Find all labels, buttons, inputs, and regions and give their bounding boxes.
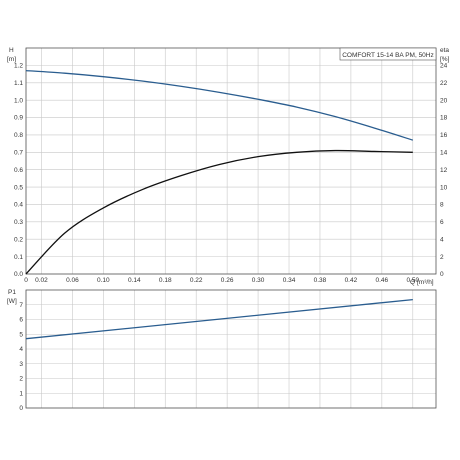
top-plot-frame <box>25 47 437 275</box>
top-y-tick-label: 0.2 <box>14 236 23 243</box>
right-y-tick-label: 22 <box>440 80 448 87</box>
x-tick-label: 0.10 <box>97 277 110 284</box>
right-y-tick-label: 6 <box>440 219 444 226</box>
x-axis-unit: [m³/h] <box>417 279 434 286</box>
chart-title: COMFORT 15-14 BA PM, 50Hz <box>342 52 434 59</box>
top-y-tick-label: 0.1 <box>14 254 23 261</box>
top-plot-grid <box>25 48 436 275</box>
bottom-plot-series <box>25 298 413 340</box>
top-y-axis-unit: [m] <box>7 56 16 63</box>
x-axis-label: Q <box>410 279 415 286</box>
right-y-tick-label: 12 <box>440 167 448 174</box>
right-y-axis-label: eta <box>440 47 449 54</box>
chart-title-box: COMFORT 15-14 BA PM, 50Hz <box>339 47 437 61</box>
x-tick-label: 0.26 <box>221 277 234 284</box>
right-y-tick-label: 14 <box>440 150 448 157</box>
bottom-plot-frame <box>25 289 437 409</box>
top-y-tick-label: 0.8 <box>14 132 23 139</box>
x-tick-label: 0.22 <box>190 277 203 284</box>
x-tick-label: 0.18 <box>159 277 172 284</box>
bottom-y-tick-label: 2 <box>19 376 23 383</box>
top-y-tick-label: 0.4 <box>14 202 23 209</box>
x-tick-label: 0.46 <box>376 277 389 284</box>
right-y-axis-unit: [%] <box>440 56 450 63</box>
power-curve <box>25 298 413 340</box>
right-y-tick-label: 18 <box>440 115 448 122</box>
bottom-y-tick-label: 6 <box>19 317 23 324</box>
top-y-tick-label: 0.6 <box>14 167 23 174</box>
right-y-tick-label: 20 <box>440 97 448 104</box>
bottom-y-tick-label: 0 <box>19 405 23 412</box>
right-y-tick-label: 8 <box>440 202 444 209</box>
top-plot-series <box>25 69 413 275</box>
bottom-y-axis-label: P1 <box>8 289 16 296</box>
top-y-tick-label: 1.0 <box>14 97 23 104</box>
chart-title-frame <box>339 47 437 61</box>
top-y-tick-label: 0.7 <box>14 150 23 157</box>
right-y-tick-label: 0 <box>440 271 444 278</box>
bottom-y-tick-label: 4 <box>19 346 23 353</box>
x-tick-label: 0.14 <box>128 277 141 284</box>
top-y-tick-label: 0.9 <box>14 115 23 122</box>
efficiency-curve <box>25 149 413 275</box>
x-tick-label: 0.42 <box>345 277 358 284</box>
bottom-y-tick-label: 3 <box>19 361 23 368</box>
bottom-y-tick-label: 7 <box>19 302 23 309</box>
right-y-tick-label: 24 <box>440 63 448 70</box>
right-y-tick-label: 4 <box>440 236 444 243</box>
right-y-tick-label: 10 <box>440 184 448 191</box>
top-y-tick-label: 1.2 <box>14 63 23 70</box>
x-tick-label: 0.06 <box>66 277 79 284</box>
x-tick-label: 0.50 <box>406 277 419 284</box>
bottom-plot-grid <box>25 290 436 409</box>
top-y-tick-label: 1.1 <box>14 80 23 87</box>
top-y-axis-label: H <box>9 47 14 54</box>
top-plot-ticks: 0 0.02 0.06 0.10 0.14 0.18 0.22 0.26 0.30 0.34 0.3… <box>14 63 448 284</box>
x-tick-label: 0.30 <box>252 277 265 284</box>
x-tick-label: 0.38 <box>314 277 327 284</box>
top-y-tick-label: 0.0 <box>14 271 23 278</box>
bottom-plot-ticks: 0 1 2 3 4 5 6 7 <box>19 302 23 412</box>
right-y-tick-label: 2 <box>440 254 444 261</box>
bottom-y-tick-label: 5 <box>19 331 23 338</box>
top-y-tick-label: 0.5 <box>14 184 23 191</box>
x-tick-label: 0.02 <box>35 277 48 284</box>
right-y-tick-label: 16 <box>440 132 448 139</box>
bottom-y-tick-label: 1 <box>19 390 23 397</box>
top-y-tick-label: 0.3 <box>14 219 23 226</box>
x-tick-label: 0 <box>24 277 28 284</box>
bottom-y-axis-unit: [W] <box>7 298 17 305</box>
x-tick-label: 0.34 <box>283 277 296 284</box>
head-curve <box>25 69 413 141</box>
